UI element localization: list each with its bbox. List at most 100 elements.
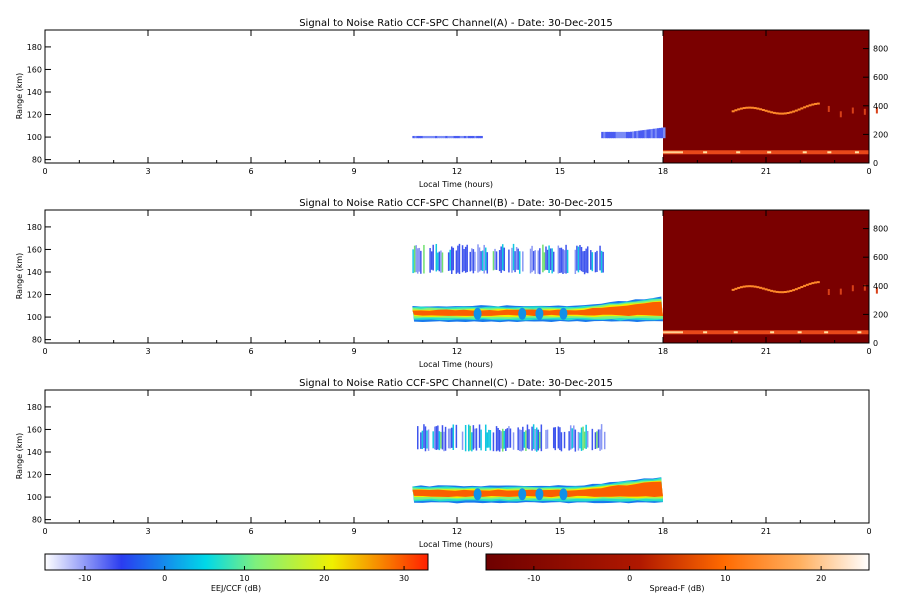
colorbar-tick-label: 10 [239,574,249,583]
spread-f-trace [808,104,812,107]
y-right-tick-label: 400 [873,102,888,111]
eej-echo [652,128,656,139]
echo-150 [503,247,506,272]
echo-150 [505,429,507,451]
y-tick-label: 80 [32,516,42,525]
eej-echo [478,135,481,139]
spread-f-trace [800,285,804,288]
spread-f-background [663,210,869,343]
spread-f-trace [761,287,765,290]
echo-150 [444,426,447,451]
echo-150 [443,431,445,452]
x-tick-label: 15 [555,527,565,536]
echo-150 [590,250,592,270]
spread-f-trace [827,105,830,112]
eej-gap [518,307,527,320]
echo-150 [512,432,515,450]
spread-f-trace [805,105,809,108]
echo-150 [599,429,601,451]
spread-f-trace [800,107,804,110]
panel-title: Signal to Noise Ratio CCF-SPC Channel(B)… [299,198,613,209]
echo-150 [523,431,526,448]
panel-title: Signal to Noise Ratio CCF-SPC Channel(C)… [299,378,613,389]
colorbar-tick-label: 0 [627,574,632,583]
echo-150 [546,249,549,271]
spread-f-trace [789,111,793,114]
spread-f-trace [756,286,760,289]
spread-f-trace [789,289,793,292]
spread-f-trace [748,285,752,288]
spread-f-trace [703,331,708,334]
spread-f-trace [814,281,818,284]
echo-150 [511,247,513,273]
spread-f-trace [756,107,760,110]
eej-echo [480,135,483,139]
spread-f-trace [759,108,763,111]
echo-150 [539,431,541,449]
spread-f-trace [739,107,743,110]
colorbar-tick-label: 0 [162,574,167,583]
spread-f-trace [854,151,859,154]
echo-150 [529,248,532,274]
echo-150 [585,424,587,449]
spread-f-trace [811,103,815,106]
eej-gap [473,307,482,320]
x-tick-label: 3 [145,167,150,176]
spread-f-trace [783,112,787,115]
eej-echo [412,135,415,139]
y-right-tick-label: 400 [873,282,888,291]
echo-150 [586,246,589,274]
spread-f-trace [663,330,869,335]
spread-f-trace [803,284,807,287]
echo-150 [535,427,538,452]
spread-f-trace [770,289,774,292]
echo-150 [481,250,484,271]
echo-150 [543,252,546,271]
eej-echo [418,135,422,139]
spread-f-trace [764,288,768,291]
spread-f-trace [731,110,735,113]
x-tick-label: 6 [248,527,253,536]
x-tick-label: 6 [248,347,253,356]
echo-150 [471,432,473,452]
spread-f-trace [663,150,869,155]
eej-echo [451,135,455,139]
eej-echo [470,135,473,139]
spread-f-trace [797,108,801,111]
eej-echo [416,135,419,139]
echo-150 [540,424,543,452]
echo-150 [574,429,577,452]
eej-echo [607,131,610,139]
echo-150 [432,244,434,271]
echo-150 [423,244,425,274]
echo-150 [517,248,519,270]
eej-echo [430,135,434,139]
colorbar-tick-label: 20 [816,574,826,583]
spread-f-trace [851,107,854,114]
echo-150 [486,432,489,448]
spread-f-trace [750,285,754,288]
eej-gap [535,488,544,501]
echo-150 [475,428,478,451]
echo-150 [576,245,578,271]
eej-echo [611,131,614,139]
spread-f-trace [739,286,743,289]
y-tick-label: 120 [27,291,42,300]
echo-150 [421,430,424,450]
spread-f-trace [737,286,741,289]
y-tick-label: 180 [27,403,42,412]
eej-echo [414,135,417,139]
echo-150 [424,426,427,452]
echo-150 [563,250,566,274]
echo-150 [472,249,475,274]
spread-f-trace [742,285,746,288]
y-right-tick-label: 800 [873,225,888,234]
eej-gap [559,307,568,320]
echo-150 [435,243,438,272]
spread-f-trace [736,151,741,154]
spread-f-trace [734,109,738,112]
eej-echo [472,135,475,139]
echo-150 [441,252,444,273]
y-right-tick-label: 600 [873,253,888,262]
